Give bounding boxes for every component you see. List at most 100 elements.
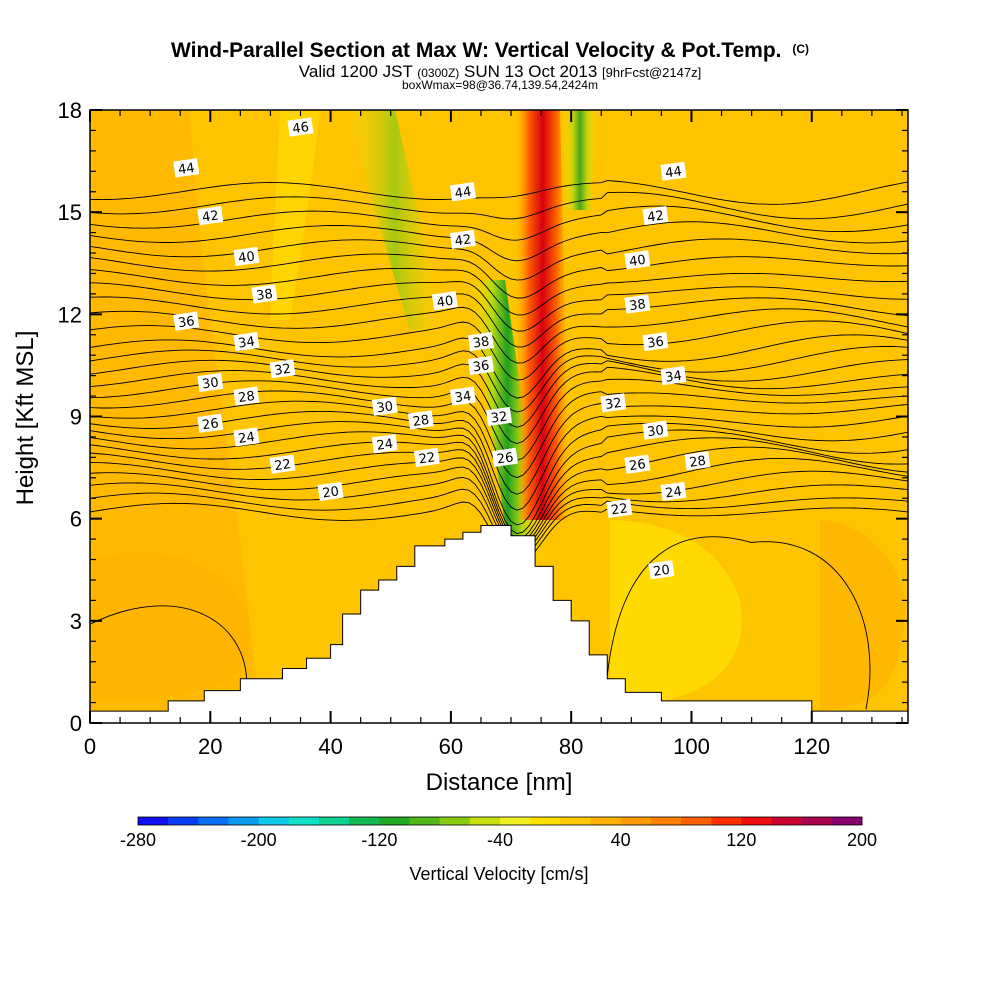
isentrope-line bbox=[90, 334, 908, 399]
contour-label: 22 bbox=[606, 498, 633, 519]
contour-label: 24 bbox=[660, 481, 687, 501]
subtitle-utc: (0300Z) bbox=[417, 66, 459, 80]
contour-label-text: 22 bbox=[273, 457, 291, 474]
contour-label-text: 26 bbox=[201, 416, 219, 433]
contour-label-text: 22 bbox=[610, 501, 628, 518]
colorbar-swatch bbox=[620, 817, 652, 825]
contour-label-text: 44 bbox=[454, 185, 472, 202]
isentrope-line bbox=[90, 605, 248, 693]
colorbar: -280 -200 -120 -40 40 120 200 bbox=[120, 816, 877, 850]
contour-label: 46 bbox=[287, 117, 314, 137]
y-tick-label: 9 bbox=[70, 405, 82, 430]
velocity-patch-east-2 bbox=[820, 520, 905, 710]
contour-label-text: 26 bbox=[496, 450, 514, 467]
contour-label: 36 bbox=[467, 355, 494, 375]
x-axis: 0 20 40 60 80 100 120 bbox=[84, 110, 903, 759]
velocity-patch-east bbox=[610, 520, 742, 710]
contour-label: 38 bbox=[624, 294, 651, 314]
isentrope-line bbox=[90, 400, 908, 495]
x-tick-label: 40 bbox=[318, 734, 342, 759]
isentrope-line bbox=[90, 281, 908, 332]
colorbar-swatch bbox=[228, 817, 259, 825]
contour-label: 40 bbox=[233, 246, 260, 267]
contour-label: 28 bbox=[684, 451, 711, 471]
contour-label: 26 bbox=[197, 413, 224, 433]
isentrope-line bbox=[90, 180, 908, 205]
colorbar-swatch bbox=[500, 817, 531, 825]
contour-label-text: 36 bbox=[177, 314, 195, 331]
colorbar-swatch bbox=[681, 817, 712, 825]
contour-label-text: 22 bbox=[418, 450, 436, 467]
colorbar-swatch bbox=[349, 817, 380, 825]
colorbar-swatch bbox=[711, 817, 742, 825]
contour-label: 32 bbox=[600, 393, 627, 413]
chart-title-main: Wind-Parallel Section at Max W: Vertical… bbox=[171, 39, 782, 62]
contour-label: 32 bbox=[269, 359, 296, 379]
contour-label-text: 34 bbox=[664, 369, 682, 386]
colorbar-swatch bbox=[530, 817, 561, 825]
isentrope-line bbox=[90, 410, 908, 511]
contour-label: 40 bbox=[624, 250, 651, 270]
subtitle-date: SUN 13 Oct 2013 bbox=[464, 62, 597, 81]
isentrope-line bbox=[90, 421, 908, 526]
contour-label: 44 bbox=[173, 158, 200, 178]
chart-subtitle: Valid 1200 JST (0300Z) SUN 13 Oct 2013 [… bbox=[299, 62, 701, 81]
colorbar-swatch bbox=[439, 817, 471, 825]
contour-label: 30 bbox=[371, 396, 398, 416]
x-tick-label: 20 bbox=[198, 734, 222, 759]
colorbar-swatch bbox=[409, 817, 440, 825]
y-tick-label: 6 bbox=[70, 507, 82, 532]
isentrope-line bbox=[90, 378, 908, 461]
x-tick-label: 100 bbox=[673, 734, 710, 759]
contour-label-text: 30 bbox=[201, 375, 219, 392]
contour-label: 26 bbox=[492, 447, 519, 467]
velocity-patch-upper-west bbox=[270, 110, 320, 320]
isentrope-line bbox=[90, 221, 908, 262]
contour-label-text: 30 bbox=[646, 423, 664, 440]
contour-label-text: 32 bbox=[490, 409, 508, 426]
contour-label-text: 32 bbox=[604, 396, 622, 413]
contour-label: 22 bbox=[269, 454, 296, 474]
contour-label-text: 28 bbox=[688, 454, 706, 471]
velocity-patch-low bbox=[90, 552, 251, 700]
colorbar-swatch bbox=[469, 817, 501, 825]
y-tick-label: 12 bbox=[58, 302, 82, 327]
contour-label-text: 44 bbox=[177, 161, 195, 178]
y-tick-label: 18 bbox=[58, 98, 82, 123]
contour-label: 42 bbox=[197, 205, 224, 226]
x-tick-label: 0 bbox=[84, 734, 96, 759]
contour-label-text: 26 bbox=[628, 457, 646, 474]
contour-label: 24 bbox=[371, 434, 398, 454]
contour-label-text: 30 bbox=[376, 399, 394, 416]
contour-label-text: 36 bbox=[472, 358, 490, 375]
contour-label-text: 36 bbox=[646, 334, 664, 351]
isentrope-line bbox=[606, 536, 871, 710]
chart-subtitle-2: boxWmax=98@36.74,139.54,2424m bbox=[402, 78, 598, 92]
contour-label: 44 bbox=[660, 161, 687, 181]
contour-label: 34 bbox=[233, 331, 260, 352]
isentrope-line bbox=[90, 205, 908, 241]
isentrope-line bbox=[90, 267, 908, 316]
isentrope-line bbox=[90, 437, 908, 540]
colorbar-swatch bbox=[560, 817, 591, 825]
contour-label-text: 44 bbox=[664, 164, 682, 181]
y-tick-label: 3 bbox=[70, 609, 82, 634]
contour-label-text: 40 bbox=[436, 294, 454, 311]
contour-label: 36 bbox=[173, 311, 200, 331]
colorbar-tick-label: -200 bbox=[241, 830, 277, 850]
colorbar-tick-label: -280 bbox=[120, 830, 156, 850]
isentrope-line bbox=[90, 346, 908, 413]
contour-label-text: 38 bbox=[472, 334, 490, 351]
colorbar-swatch bbox=[831, 817, 863, 825]
colorbar-swatch bbox=[801, 817, 833, 825]
contour-label-text: 42 bbox=[454, 232, 472, 249]
contour-label-text: 34 bbox=[237, 334, 255, 351]
isentrope-line bbox=[90, 306, 908, 364]
isentrope-line bbox=[90, 191, 908, 220]
contour-label: 40 bbox=[431, 291, 458, 311]
contour-label-text: 24 bbox=[664, 484, 682, 501]
contour-label-text: 28 bbox=[237, 389, 255, 406]
y-axis-label: Height [Kft MSL] bbox=[12, 331, 39, 506]
